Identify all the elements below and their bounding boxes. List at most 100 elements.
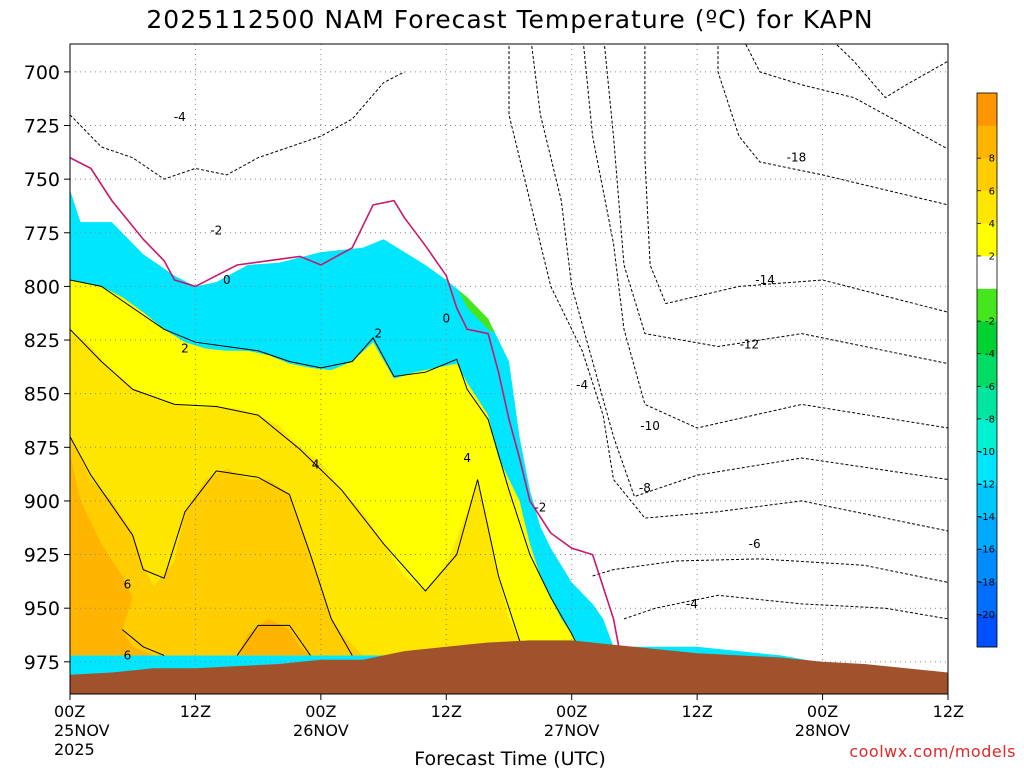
contour-label-18: -18: [787, 151, 807, 165]
contour-label-15: -4: [686, 597, 698, 611]
x-tick-label-2-0: 00Z: [305, 702, 336, 721]
temp-region-16: [237, 618, 311, 656]
y-tick-label-8: 900: [24, 491, 60, 513]
credit-link[interactable]: coolwx.com/models: [849, 742, 1016, 761]
solid-contour-1: [70, 328, 531, 656]
x-tick-label-5-0: 12Z: [681, 702, 712, 721]
colorbar-label-6: -8: [985, 414, 995, 425]
contour-label-9: -2: [534, 500, 546, 514]
zero-degree-contour: [70, 156, 620, 647]
plot-area: -4 -2 0 2 2 0 4 4 -4 -2 6 6 -10 -8 -6 -4 -12 -14 -18: [70, 44, 948, 694]
y-tick-label-0: 700: [24, 62, 60, 84]
y-tick-label-10: 950: [24, 598, 60, 620]
colorbar-label-12: 6: [989, 186, 995, 197]
colorbar-swatch-0: [977, 614, 997, 648]
colorbar-swatch-10: [977, 288, 997, 322]
contour-label-4: 2: [375, 327, 383, 341]
colorbar: -20 -18 -16 -14 -12 -10 -8 -6 -4 -2 2 4 6 8: [976, 92, 998, 648]
solid-contour-2: [70, 436, 353, 656]
temp-region-11: [70, 44, 948, 686]
grid-lines: [70, 44, 948, 694]
dashed-contour-5: [644, 44, 948, 313]
colorbar-label-9: -2: [985, 317, 995, 328]
colorbar-swatch-3: [977, 516, 997, 550]
y-axis: 700 725 750 775 800 825 850 875 900 925 950 975: [24, 62, 70, 674]
contour-label-3: 2: [181, 342, 189, 356]
x-tick-label-0-1: 25NOV: [54, 721, 110, 740]
terrain: [70, 640, 948, 694]
colorbar-swatch-12: [977, 223, 997, 257]
dashed-contour-4: [603, 44, 948, 365]
dashed-contour-0: [70, 71, 405, 180]
colorbar-swatch-2: [977, 549, 997, 583]
colorbar-swatch-6: [977, 418, 997, 452]
colorbar-label-4: -12: [979, 480, 995, 491]
x-tick-label-6-0: 00Z: [807, 702, 838, 721]
contour-labels: -4 -2 0 2 2 0 4 4 -4 -2 6 6 -10 -8 -6 -4 -12 -14 -18: [124, 110, 807, 662]
contour-label-5: 0: [442, 312, 450, 326]
plot-frame: [69, 43, 949, 695]
dashed-contour-10: [592, 558, 948, 583]
solid-contour-0: [70, 279, 583, 656]
x-axis-label: Forecast Time (UTC): [414, 748, 605, 768]
x-tick-label-0-2: 2025: [54, 740, 95, 759]
colorbar-label-8: -4: [985, 349, 995, 360]
y-tick-label-4: 800: [24, 276, 60, 298]
dashed-contour-8: [835, 44, 948, 99]
colorbar-label-1: -18: [979, 577, 995, 588]
temp-region-14: [70, 436, 363, 656]
colorbar-swatch-14: [977, 158, 997, 192]
contour-label-16: -12: [740, 337, 760, 351]
x-tick-label-7-0: 12Z: [933, 702, 964, 721]
colorbar-swatch-9: [977, 321, 997, 355]
contour-label-6: 4: [312, 457, 320, 471]
colorbar-label-13: 8: [989, 154, 995, 165]
contour-label-12: -10: [640, 419, 660, 433]
x-tick-label-6-1: 28NOV: [795, 721, 851, 740]
colorbar-label-11: 4: [989, 219, 995, 230]
colorbar-label-10: 2: [989, 251, 995, 262]
colorbar-swatch-13: [977, 190, 997, 224]
colorbar-swatch-16: [977, 93, 997, 126]
contour-label-14: -6: [749, 537, 761, 551]
contour-lines: [70, 44, 948, 656]
colorbar-frame: [976, 92, 998, 648]
temperature-fill-regions: [70, 44, 948, 686]
chart-title: 2025112500 NAM Forecast Temperature (ºC)…: [146, 5, 873, 34]
contour-label-10: 6: [124, 578, 132, 592]
x-tick-label-4-1: 27NOV: [544, 721, 600, 740]
contour-label-13: -8: [639, 481, 651, 495]
contour-label-8: -4: [576, 378, 588, 392]
colorbar-label-3: -14: [979, 512, 995, 523]
dashed-contour-3: [582, 44, 948, 429]
solid-contour-4: [121, 629, 165, 656]
dashed-contour-1: [508, 44, 948, 532]
contour-label-7: 4: [463, 451, 471, 465]
x-tick-label-3-0: 12Z: [431, 702, 462, 721]
terrain-surface: [70, 640, 948, 694]
x-tick-label-4-0: 00Z: [556, 702, 587, 721]
contour-label-17: -14: [755, 273, 775, 287]
colorbar-swatch-15: [977, 125, 997, 159]
y-tick-label-1: 725: [24, 116, 60, 138]
x-tick-label-1-0: 12Z: [180, 702, 211, 721]
colorbar-label-2: -16: [979, 545, 995, 556]
colorbar-label-5: -10: [979, 447, 995, 458]
dashed-contour-7: [745, 44, 948, 150]
colorbar-swatch-7: [977, 386, 997, 420]
colorbar-swatch-4: [977, 484, 997, 517]
dashed-contour-2: [531, 44, 948, 498]
colorbar-swatch-5: [977, 451, 997, 485]
y-tick-label-3: 775: [24, 223, 60, 245]
x-tick-label-2-1: 26NOV: [293, 721, 349, 740]
y-tick-label-6: 850: [24, 384, 60, 406]
colorbar-label-0: -20: [979, 610, 995, 621]
y-tick-label-9: 925: [24, 545, 60, 567]
y-tick-label-2: 750: [24, 169, 60, 191]
colorbar-swatch-11: [977, 255, 997, 289]
y-tick-label-5: 825: [24, 330, 60, 352]
x-tick-label-0-0: 00Z: [54, 702, 85, 721]
temp-region-15: [70, 453, 154, 656]
